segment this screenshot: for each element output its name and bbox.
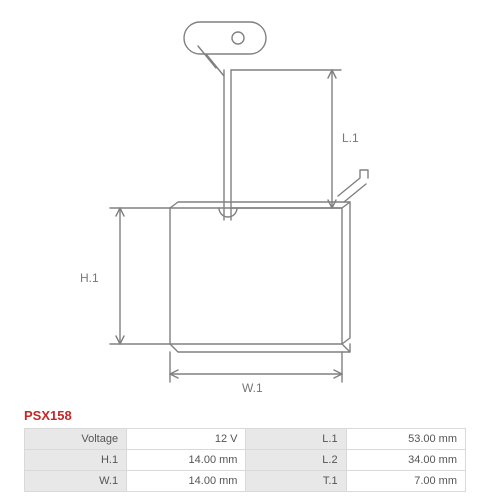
- spec-key: W.1: [25, 471, 127, 492]
- spec-key: Voltage: [25, 429, 127, 450]
- part-number: PSX158: [24, 408, 72, 423]
- side-lead: [338, 170, 368, 202]
- label-h1: H.1: [80, 271, 99, 285]
- spec-val: 14.00 mm: [127, 471, 246, 492]
- dim-l1: [231, 70, 341, 208]
- terminal-lug: [184, 22, 266, 76]
- spec-key: H.1: [25, 450, 127, 471]
- spec-key: L.2: [246, 450, 346, 471]
- brush-body: [170, 202, 350, 352]
- drawing-svg: H.1 W.1 L.1: [20, 0, 470, 400]
- table-row: Voltage12 VL.153.00 mm: [25, 429, 466, 450]
- spec-val: 34.00 mm: [346, 450, 465, 471]
- spec-val: 53.00 mm: [346, 429, 465, 450]
- table-row: H.114.00 mmL.234.00 mm: [25, 450, 466, 471]
- lead-wire: [224, 70, 231, 220]
- spec-key: T.1: [246, 471, 346, 492]
- dim-h1: [110, 208, 170, 344]
- spec-val: 12 V: [127, 429, 246, 450]
- spec-val: 7.00 mm: [346, 471, 465, 492]
- technical-drawing: H.1 W.1 L.1: [20, 0, 470, 400]
- spec-key: L.1: [246, 429, 346, 450]
- label-l1: L.1: [342, 131, 359, 145]
- table-row: W.114.00 mmT.17.00 mm: [25, 471, 466, 492]
- label-w1: W.1: [242, 381, 263, 395]
- spec-val: 14.00 mm: [127, 450, 246, 471]
- spec-table: Voltage12 VL.153.00 mmH.114.00 mmL.234.0…: [24, 428, 466, 492]
- dim-w1: [170, 352, 342, 382]
